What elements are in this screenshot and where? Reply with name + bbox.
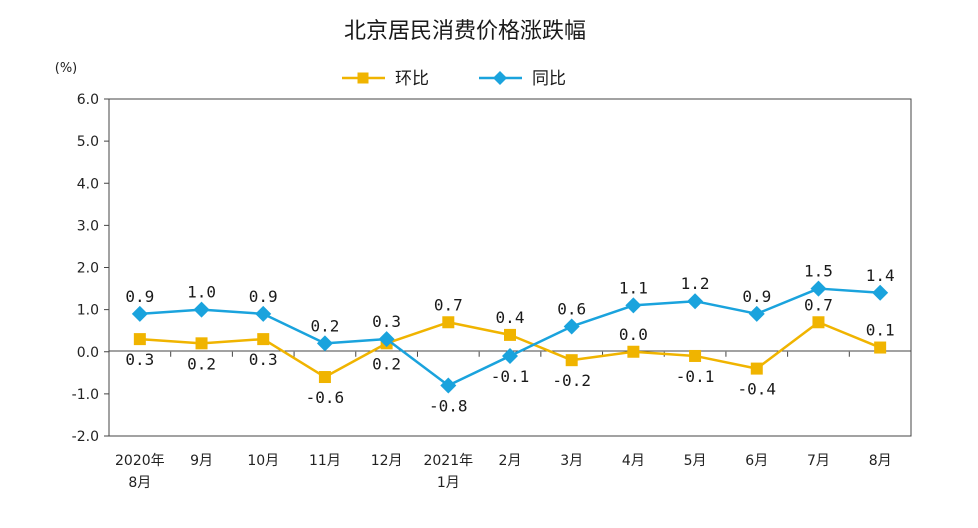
data-point-mom	[442, 316, 455, 329]
data-point-mom	[195, 337, 208, 350]
data-label-yoy: -0.1	[491, 367, 530, 386]
y-axis: 6.0 5.0 4.0 3.0 2.0 1.0 0.0 -1.0 -2.0	[72, 92, 109, 445]
data-label-mom: 0.0	[619, 325, 648, 344]
data-label-yoy: 0.9	[249, 287, 278, 306]
data-label-mom: 0.3	[249, 350, 278, 369]
y-tick-label: 6.0	[77, 92, 99, 108]
data-point-mom	[504, 328, 516, 341]
data-point-yoy	[687, 293, 704, 310]
x-tick-label: 3月	[560, 453, 583, 469]
data-point-mom	[627, 345, 640, 358]
data-label-mom: 0.4	[496, 308, 525, 327]
data-label-yoy: 0.9	[742, 287, 771, 306]
data-point-yoy	[810, 280, 827, 297]
x-tick-label: 10月	[247, 453, 279, 469]
data-label-mom: -0.2	[552, 371, 591, 390]
data-label-mom: 0.7	[804, 295, 833, 314]
data-point-yoy	[872, 284, 889, 301]
chart-title: 北京居民消费价格涨跌幅	[344, 19, 586, 44]
data-point-yoy	[563, 318, 580, 335]
series-yoy: 0.9 1.0 0.9 0.2 0.3 -0.8 -0.1 0.6 1.1 1.2 0.9 1.5 1.…	[125, 262, 894, 416]
data-point-mom	[812, 316, 825, 329]
series-layer: 0.3 0.2 0.3 -0.6 0.2 0.7 0.4 -0.2 0.0 -0.1 -0.4 0.7…	[125, 262, 894, 416]
data-label-yoy: 1.4	[866, 266, 895, 285]
data-point-yoy	[440, 377, 457, 394]
data-label-mom: -0.1	[676, 367, 715, 386]
data-point-yoy	[316, 335, 333, 352]
x-tick-label: 5月	[684, 453, 707, 469]
data-label-yoy: 0.6	[557, 299, 586, 318]
legend-item-yoy: 同比	[479, 69, 566, 89]
data-point-yoy	[131, 305, 148, 322]
y-tick-label: -1.0	[72, 387, 99, 403]
x-tick-label: 8月	[869, 453, 892, 469]
x-tick-label: 8月	[128, 475, 151, 491]
x-tick-label: 7月	[807, 453, 830, 469]
legend: 环比 同比	[342, 69, 566, 89]
series-mom: 0.3 0.2 0.3 -0.6 0.2 0.7 0.4 -0.2 0.0 -0.1 -0.4 0.7…	[125, 295, 894, 407]
x-tick-label: 2月	[499, 453, 522, 469]
data-label-mom: -0.6	[306, 388, 345, 407]
legend-marker-yoy	[493, 71, 507, 85]
x-tick-label: 9月	[190, 453, 213, 469]
x-tick-label: 6月	[745, 453, 768, 469]
x-tick-label: 2021年	[423, 453, 473, 469]
data-point-yoy	[255, 305, 272, 322]
x-tick-label: 4月	[622, 453, 645, 469]
y-axis-unit: (%)	[55, 61, 78, 76]
data-label-yoy: 1.1	[619, 278, 648, 297]
data-label-mom: -0.4	[738, 380, 777, 399]
x-tick-label: 11月	[309, 453, 341, 469]
data-label-mom: 0.2	[372, 354, 401, 373]
y-tick-label: 3.0	[77, 218, 99, 234]
data-point-mom	[874, 341, 887, 354]
y-tick-label: 5.0	[77, 134, 99, 150]
legend-label-yoy: 同比	[532, 69, 566, 89]
data-point-mom	[689, 349, 702, 362]
y-tick-label: -2.0	[72, 429, 99, 445]
y-tick-label: 0.0	[77, 345, 99, 361]
x-tick-label: 12月	[371, 453, 403, 469]
y-tick-label: 1.0	[77, 303, 99, 319]
data-label-yoy: -0.8	[429, 396, 468, 415]
y-tick-label: 2.0	[77, 261, 99, 277]
data-label-yoy: 0.3	[372, 312, 401, 331]
legend-marker-mom	[357, 72, 369, 84]
data-label-mom: 0.1	[866, 321, 895, 340]
data-point-mom	[565, 354, 578, 367]
x-tick-label: 1月	[437, 475, 460, 491]
data-point-yoy	[748, 305, 765, 322]
data-point-mom	[257, 333, 270, 346]
data-label-yoy: 1.2	[681, 274, 710, 293]
data-point-mom	[133, 333, 146, 346]
data-point-yoy	[502, 347, 518, 364]
legend-label-mom: 环比	[395, 69, 429, 89]
data-point-yoy	[378, 331, 395, 348]
data-label-mom: 0.7	[434, 295, 463, 314]
data-label-yoy: 0.9	[125, 287, 154, 306]
data-label-yoy: 0.2	[310, 316, 339, 335]
legend-item-mom: 环比	[342, 69, 429, 89]
data-point-yoy	[625, 297, 642, 314]
data-label-yoy: 1.0	[187, 283, 216, 302]
y-tick-label: 4.0	[77, 176, 99, 192]
data-label-yoy: 1.5	[804, 262, 833, 281]
x-tick-label: 2020年	[115, 453, 165, 469]
data-point-yoy	[193, 301, 210, 318]
data-label-mom: 0.3	[125, 350, 154, 369]
data-point-mom	[318, 371, 331, 384]
data-point-mom	[750, 362, 763, 375]
data-label-mom: 0.2	[187, 354, 216, 373]
